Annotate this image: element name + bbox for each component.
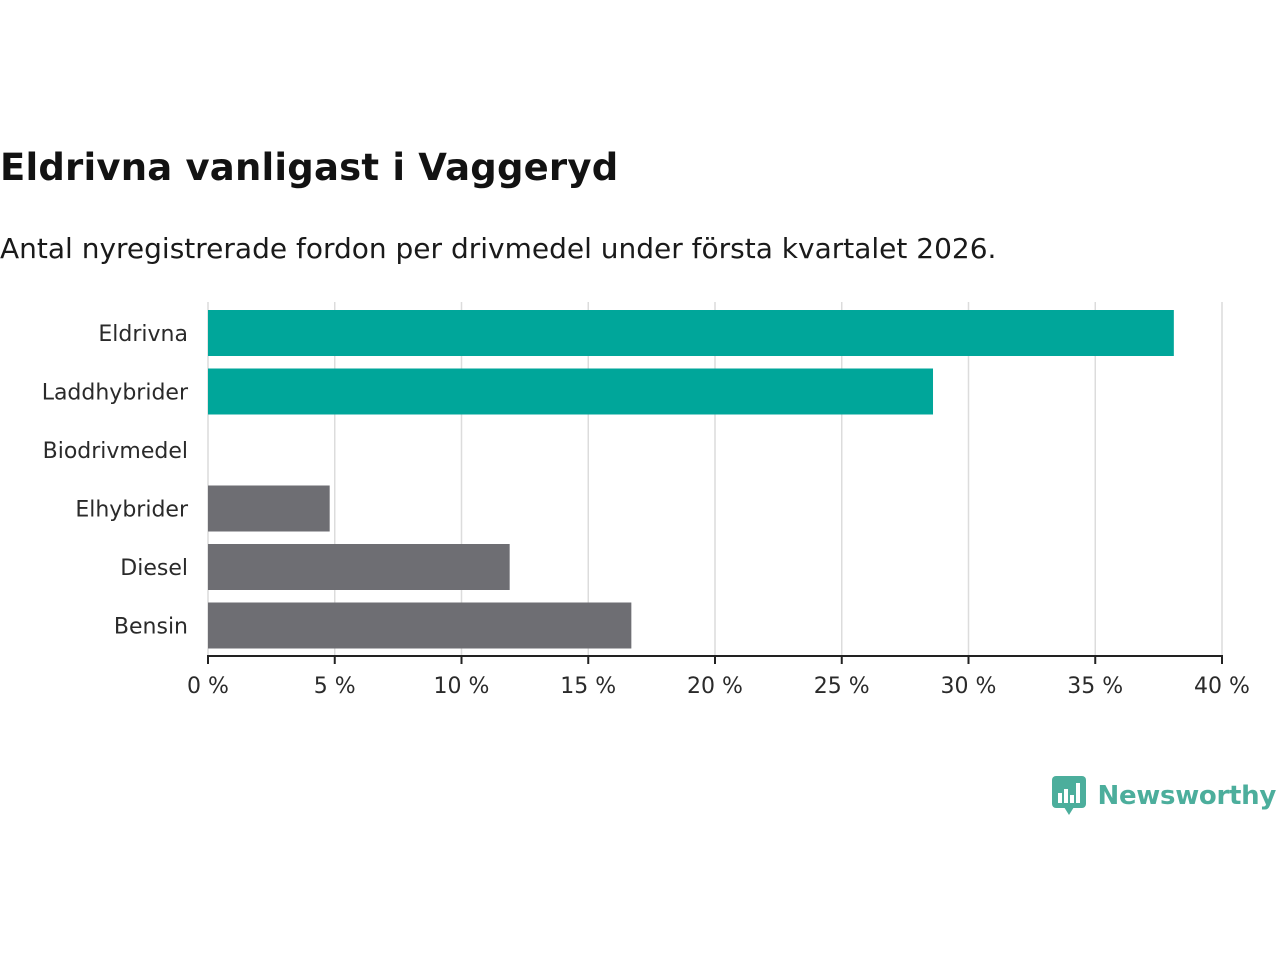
x-tick-label-3: 15 %	[560, 674, 616, 699]
bar-bensin	[208, 602, 632, 649]
bar-eldrivna	[208, 310, 1174, 356]
category-label-diesel: Diesel	[120, 556, 188, 581]
category-label-eldrivna: Eldrivna	[98, 322, 188, 347]
chart-subtitle: Antal nyregistrerade fordon per drivmede…	[0, 232, 997, 265]
x-tick-label-8: 40 %	[1194, 674, 1250, 699]
chart-title: Eldrivna vanligast i Vaggeryd	[0, 146, 619, 189]
x-tick-label-2: 10 %	[434, 674, 490, 699]
x-tick-label-7: 35 %	[1067, 674, 1123, 699]
category-label-elhybrider: Elhybrider	[75, 498, 189, 523]
x-tick-label-1: 5 %	[314, 674, 356, 699]
category-label-bensin: Bensin	[114, 615, 188, 640]
newsworthy-logo: Newsworthy	[1051, 776, 1277, 816]
x-tick-label-0: 0 %	[187, 674, 229, 699]
bar-laddhybrider	[208, 368, 934, 415]
x-tick-label-6: 30 %	[941, 674, 997, 699]
gridlines	[207, 302, 1223, 656]
bar-diesel	[208, 544, 510, 590]
x-tick-label-5: 25 %	[814, 674, 870, 699]
bars	[208, 310, 1174, 649]
x-tick-label-4: 20 %	[687, 674, 743, 699]
bar-elhybrider	[208, 485, 330, 532]
category-labels: Eldrivna Laddhybrider Biodrivmedel Elhybrid…	[42, 322, 189, 640]
newsworthy-logo-icon	[1051, 776, 1086, 815]
logo-text: Newsworthy	[1097, 781, 1277, 811]
category-label-biodrivmedel: Biodrivmedel	[43, 439, 188, 464]
category-label-laddhybrider: Laddhybrider	[42, 381, 189, 406]
x-axis: 0 % 5 % 10 % 15 % 20 % 25 % 30 % 35 % 40 %	[187, 655, 1250, 699]
